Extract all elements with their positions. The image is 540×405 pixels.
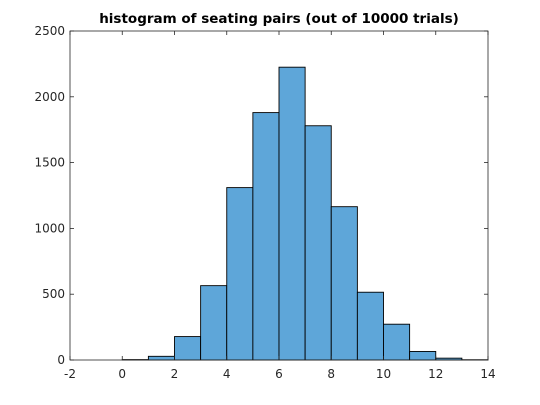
histogram-bar-8 [330, 206, 358, 361]
y-tick-label: 2500 [34, 24, 65, 38]
x-tick-label: -2 [64, 367, 76, 381]
x-axis-ticks: -2 0 2 4 6 8 10 12 14 [64, 31, 496, 381]
histogram-bar-2 [174, 336, 202, 361]
histogram-bar-10 [383, 323, 411, 361]
y-tick-label: 500 [42, 287, 65, 301]
chart-title: histogram of seating pairs (out of 10000… [99, 11, 459, 27]
x-tick-label: 6 [275, 367, 283, 381]
x-tick-label: 4 [223, 367, 231, 381]
y-tick-label: 1000 [34, 221, 65, 235]
bars-group [121, 66, 489, 361]
histogram-bar-4 [226, 187, 254, 361]
histogram-bar-3 [200, 285, 228, 361]
histogram-bar-6 [278, 66, 306, 361]
histogram-bar-7 [304, 125, 332, 361]
x-tick-label: 2 [171, 367, 179, 381]
x-tick-label: 14 [480, 367, 495, 381]
histogram-bar-11 [409, 350, 437, 361]
histogram-bar-1 [147, 355, 175, 361]
y-tick-label: 1500 [34, 156, 65, 170]
x-tick-label: 10 [376, 367, 391, 381]
x-tick-label: 8 [327, 367, 335, 381]
y-axis-ticks: 0 500 1000 1500 2000 2500 [34, 24, 488, 367]
x-tick-label: 0 [118, 367, 126, 381]
y-tick-label: 2000 [34, 90, 65, 104]
histogram-bar-9 [356, 291, 384, 361]
x-tick-label: 12 [428, 367, 443, 381]
y-tick-label: 0 [57, 353, 65, 367]
histogram-bar-5 [252, 112, 280, 361]
